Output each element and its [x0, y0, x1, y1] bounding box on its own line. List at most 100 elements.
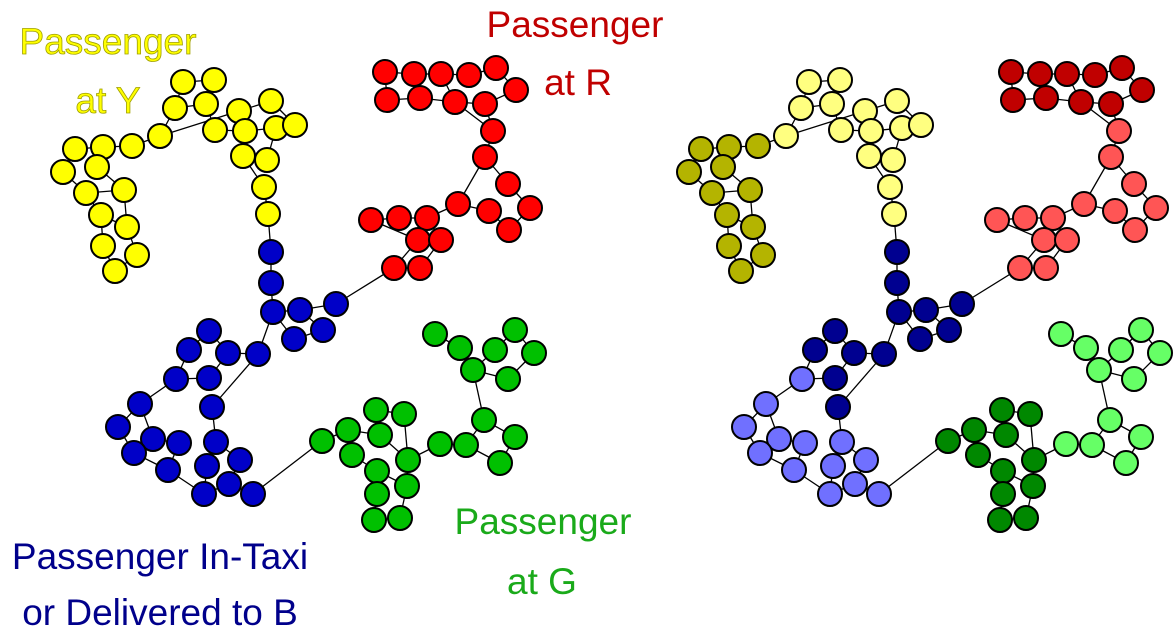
state-node-green-refined — [1079, 432, 1105, 458]
state-node-green-refined — [1108, 337, 1134, 363]
label-blue-line1: Passenger In-Taxi — [12, 536, 308, 577]
state-node-blue-refined — [820, 453, 846, 479]
state-node-yellow — [50, 159, 76, 185]
state-node-green — [364, 481, 390, 507]
state-node-blue-refined — [747, 440, 773, 466]
state-node-blue — [176, 337, 202, 363]
state-node-blue-refined — [871, 341, 897, 367]
state-node-blue — [227, 447, 253, 473]
state-node-yellow — [90, 233, 116, 259]
state-node-yellow-refined — [877, 174, 903, 200]
state-node-yellow-refined — [884, 88, 910, 114]
label-green-line1: Passenger — [455, 501, 632, 542]
state-node-red-refined — [1031, 227, 1057, 253]
state-node-green-refined — [965, 442, 991, 468]
state-node-red — [456, 62, 482, 88]
state-node-green-refined — [1017, 401, 1043, 427]
state-node-red — [483, 55, 509, 81]
state-node-red-refined — [1071, 191, 1097, 217]
state-node-blue-refined — [866, 481, 892, 507]
state-node-yellow — [111, 177, 137, 203]
state-node-green — [363, 397, 389, 423]
label-blue-line2: or Delivered to B — [22, 592, 298, 631]
state-node-red — [472, 144, 498, 170]
state-node-blue — [199, 394, 225, 420]
state-node-red — [407, 255, 433, 281]
state-node-red-refined — [1143, 195, 1169, 221]
state-node-blue — [203, 429, 229, 455]
state-node-yellow-refined — [828, 117, 854, 143]
state-node-blue-refined — [907, 326, 933, 352]
state-node-blue-refined — [884, 270, 910, 296]
state-node-green — [495, 366, 521, 392]
state-node-green-refined — [935, 428, 961, 454]
state-node-red — [480, 118, 506, 144]
state-node-yellow — [102, 258, 128, 284]
state-node-green-refined — [1113, 450, 1139, 476]
state-node-yellow-refined — [796, 69, 822, 95]
state-node-blue — [215, 340, 241, 366]
label-passenger-in-taxi: Passenger In-Taxi or Delivered to B — [12, 536, 308, 631]
state-node-green-refined — [1048, 321, 1074, 347]
state-node-blue-refined — [753, 391, 779, 417]
state-node-red-refined — [1012, 205, 1038, 231]
state-node-red-refined — [1000, 87, 1026, 113]
state-node-blue-refined — [949, 291, 975, 317]
state-node-red — [428, 61, 454, 87]
state-node-yellow-refined — [788, 95, 814, 121]
state-node-red — [472, 91, 498, 117]
state-node-red — [386, 205, 412, 231]
state-node-yellow-refined — [737, 177, 763, 203]
state-node-green-refined — [1020, 473, 1046, 499]
state-node-yellow — [162, 95, 188, 121]
state-node-green-refined — [989, 397, 1015, 423]
state-node-red-refined — [1027, 61, 1053, 87]
state-node-yellow-refined — [688, 136, 714, 162]
state-node-red-refined — [1098, 144, 1124, 170]
state-node-red — [401, 61, 427, 87]
state-node-red — [517, 195, 543, 221]
state-node-green-refined — [1097, 407, 1123, 433]
state-node-yellow — [201, 67, 227, 93]
state-node-yellow-refined — [750, 242, 776, 268]
state-node-blue-refined — [825, 394, 851, 420]
state-node-red — [442, 89, 468, 115]
state-node-yellow — [88, 202, 114, 228]
state-node-red — [405, 227, 431, 253]
state-node-green-refined — [987, 507, 1013, 533]
state-node-yellow-refined — [880, 147, 906, 173]
state-node-blue — [127, 391, 153, 417]
state-node-green-refined — [961, 417, 987, 443]
state-node-red-refined — [1102, 198, 1128, 224]
graph-edge — [878, 440, 949, 495]
state-node-yellow-refined — [699, 180, 725, 206]
state-node-green — [427, 431, 453, 457]
state-node-red — [445, 191, 471, 217]
state-node-red-refined — [1129, 77, 1155, 103]
state-node-yellow — [147, 123, 173, 149]
graph-edge — [252, 440, 323, 495]
state-node-blue — [323, 291, 349, 317]
state-node-green — [471, 407, 497, 433]
state-node-red-refined — [1033, 85, 1059, 111]
label-red-line1: Passenger — [487, 4, 664, 45]
label-passenger-at-y: Passenger at Y — [19, 21, 197, 122]
label-passenger-at-r: Passenger at R — [487, 4, 664, 103]
state-node-blue — [287, 297, 313, 323]
state-node-red — [407, 85, 433, 111]
state-node-blue-refined — [789, 366, 815, 392]
state-node-blue-refined — [884, 239, 910, 265]
state-node-red-refined — [1109, 55, 1135, 81]
label-passenger-at-g: Passenger at G — [455, 501, 632, 602]
state-node-blue — [260, 299, 286, 325]
state-node-blue — [258, 239, 284, 265]
state-node-blue — [310, 317, 336, 343]
state-node-red — [428, 227, 454, 253]
state-node-green — [487, 450, 513, 476]
state-node-green-refined — [990, 481, 1016, 507]
state-node-blue — [121, 440, 147, 466]
state-node-red-refined — [1122, 217, 1148, 243]
state-node-blue-refined — [853, 447, 879, 473]
state-node-red-refined — [998, 59, 1024, 85]
state-node-yellow — [251, 174, 277, 200]
